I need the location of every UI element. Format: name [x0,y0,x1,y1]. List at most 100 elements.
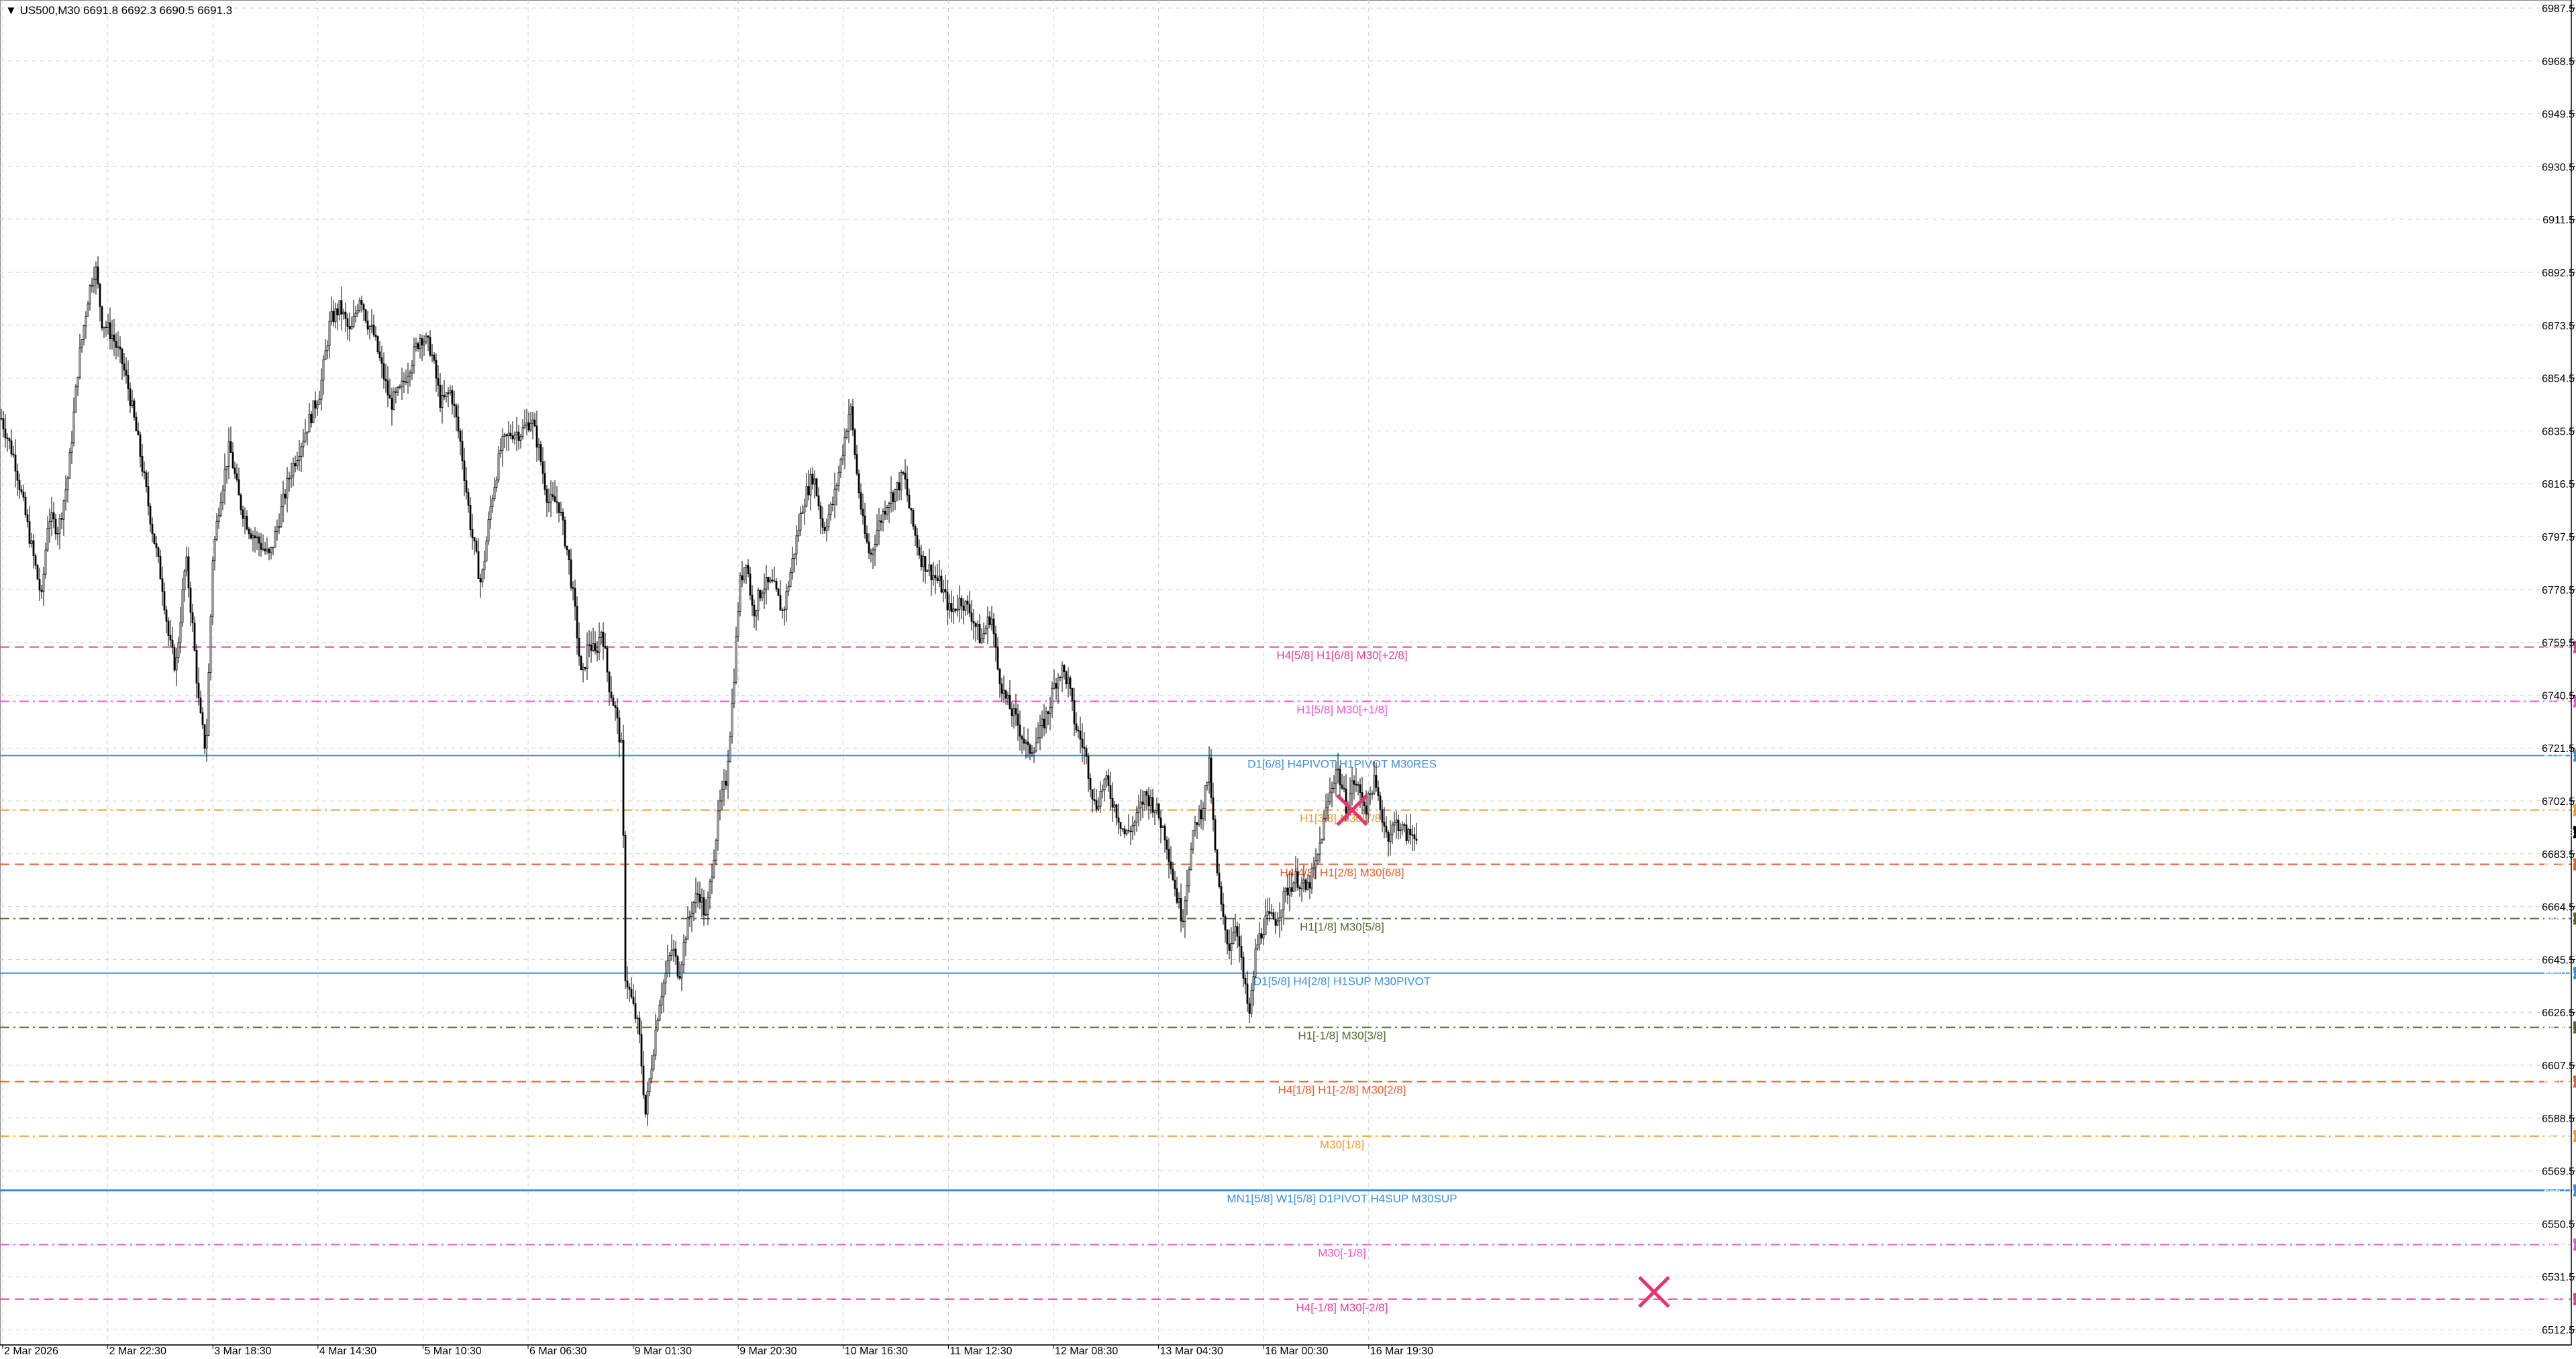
candle-body [131,400,134,406]
candle-body [620,739,623,743]
candle-body [858,473,860,494]
candle-body [320,380,323,400]
x-marker-icon[interactable] [1638,1276,1670,1308]
candle-body [1246,983,1249,1004]
candle-body [1141,802,1144,805]
y-tick-label: 6778.5 [2542,585,2575,596]
candle-body [942,589,945,593]
x-tick-label: 10 Mar 16:30 [845,1346,908,1356]
candle-body [729,736,731,762]
candle-body [1270,912,1273,914]
candle-body [1242,957,1245,979]
candle-body [854,429,856,455]
candle-body [1111,798,1114,808]
candle-body [356,310,359,314]
candle-body [1367,794,1370,814]
level-price-tag [2573,641,2576,653]
x-marker-icon[interactable] [1336,794,1368,826]
candle-body [429,337,431,356]
candle-body [358,300,361,311]
candle-body [447,392,450,394]
y-tick-label: 6968.5 [2542,56,2575,68]
candle-body [521,427,524,437]
candle-body [632,997,635,1004]
candle-body [244,516,246,519]
candle-body [699,894,701,903]
level-price-tag-label: 6679.7 [2544,860,2575,871]
candle-body [1377,787,1380,796]
candle-body [1202,808,1204,820]
candle-body [1335,769,1337,784]
candle-body [107,322,109,328]
candle-body [1403,824,1406,826]
candle-body [453,403,456,406]
candle-body [513,434,516,439]
candle-body [839,459,842,473]
candle-body [276,527,278,532]
level-label: H4[5/8] H1[6/8] M30[+2/8] [1276,649,1407,662]
candle-body [115,341,117,348]
candle-body [1057,677,1060,689]
candle-body [604,646,607,649]
x-tick-label: 9 Mar 01:30 [635,1346,692,1356]
candle-body [1166,839,1168,850]
candle-body [582,667,584,671]
candle-body [719,800,721,812]
candle-body [1389,834,1392,842]
y-tick-label: 6607.5 [2542,1061,2575,1072]
candle-body [489,506,492,521]
candle-body [878,521,880,531]
candle-body [1123,828,1126,834]
candle-body [765,577,768,590]
candle-body [1407,828,1410,841]
candle-body [819,505,822,519]
candle-body [648,1079,651,1092]
candle-body [1011,708,1013,716]
candle-body [546,489,548,503]
candle-body [1041,718,1043,726]
candle-body [217,515,220,522]
candle-body [785,590,788,610]
candle-body [564,519,566,547]
candle-body [1145,791,1148,796]
candle-body [523,425,526,429]
candle-body [622,739,625,836]
candle-body [992,618,995,635]
candle-body [980,638,983,643]
candle-body [1019,724,1021,737]
candle-body [129,388,132,406]
candle-body [578,637,580,657]
candle-body [525,422,528,426]
candle-body [904,472,907,480]
candle-body [590,644,593,651]
candle-body [12,453,15,455]
dropdown-arrow-icon[interactable]: ▼ [5,4,17,17]
candle-body [936,578,939,581]
candle-body [330,311,333,322]
candle-body [711,877,713,882]
candle-body [1280,910,1283,918]
candle-body [1083,747,1086,749]
candle-body [169,635,172,641]
y-tick-label: 6569.5 [2542,1166,2575,1178]
candle-body [445,392,448,398]
candle-body [99,284,101,307]
candle-body [274,531,276,548]
candle-body [213,539,216,561]
candle-body [1137,808,1140,814]
candle-body [864,515,866,535]
candle-body [761,592,764,598]
candle-body [908,494,911,509]
level-price-tag-label: 6601.6 [2544,1077,2575,1088]
trade-markers[interactable] [1336,794,1670,1308]
candle-body [113,334,115,342]
y-tick-label: 6949.5 [2542,109,2575,121]
candle-body [238,479,240,496]
level-price-tag [2573,1075,2576,1088]
candle-body [201,712,204,726]
candle-body [755,610,758,616]
candle-body [48,521,51,529]
candle-body [1190,849,1192,870]
